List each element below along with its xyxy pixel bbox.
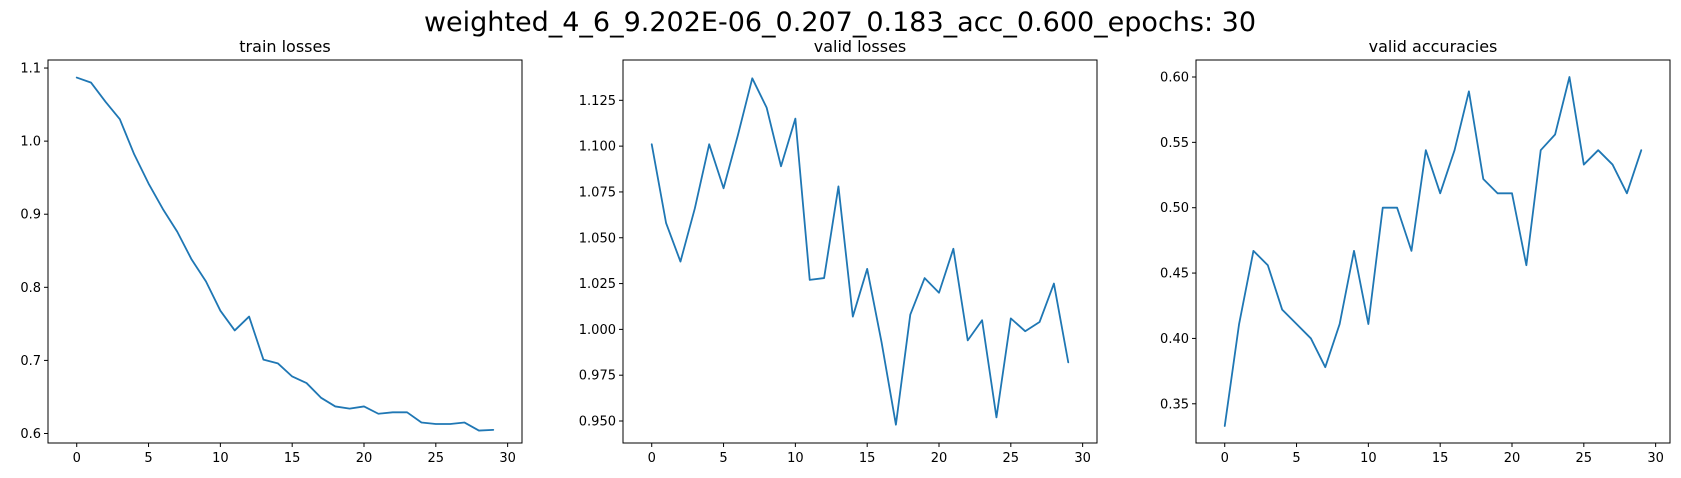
y-tick-label: 1.0	[20, 135, 41, 150]
y-tick-label: 0.60	[1160, 70, 1189, 85]
x-tick-label: 25	[1576, 451, 1593, 466]
series-line	[75, 76, 495, 432]
y-tick-label: 1.000	[579, 323, 616, 338]
x-tick-label: 20	[356, 451, 373, 466]
y-tick-label: 0.7	[20, 354, 41, 369]
x-tick-label: 20	[1504, 451, 1521, 466]
y-tick-label: 1.025	[579, 277, 616, 292]
y-tick-label: 0.975	[579, 369, 616, 384]
x-tick-label: 25	[1003, 451, 1020, 466]
y-tick-label: 0.6	[20, 427, 41, 442]
y-tick-label: 1.075	[579, 185, 616, 200]
plot-frame	[1195, 59, 1671, 444]
plot-title: valid accuracies	[1369, 37, 1498, 56]
plot-frame	[622, 59, 1098, 444]
y-tick-label: 0.9	[20, 208, 41, 223]
y-tick-label: 1.100	[579, 140, 616, 155]
y-tick-label: 0.950	[579, 415, 616, 430]
series-line	[650, 77, 1070, 426]
x-tick-label: 5	[1292, 451, 1300, 466]
x-tick-label: 10	[1360, 451, 1377, 466]
subplot-valid-losses: valid losses 0 5 10 15 20 25 30 0.950 0.975 1.000 1…	[579, 37, 1098, 466]
y-tick-label: 0.55	[1160, 136, 1189, 151]
y-tick-label: 1.050	[579, 231, 616, 246]
x-tick-label: 25	[428, 451, 445, 466]
x-tick-label: 5	[719, 451, 727, 466]
x-tick-label: 0	[648, 451, 656, 466]
y-tick-label: 0.40	[1160, 332, 1189, 347]
x-tick-label: 30	[1074, 451, 1091, 466]
figure-suptitle: weighted_4_6_9.202E-06_0.207_0.183_acc_0…	[424, 7, 1256, 38]
x-tick-label: 15	[1432, 451, 1449, 466]
y-tick-label: 0.50	[1160, 201, 1189, 216]
y-tick-label: 0.45	[1160, 267, 1189, 282]
y-tick-label: 1.125	[579, 94, 616, 109]
series-line	[1223, 76, 1643, 427]
x-tick-label: 20	[931, 451, 948, 466]
x-tick-label: 15	[859, 451, 876, 466]
x-tick-label: 0	[1221, 451, 1229, 466]
x-tick-label: 30	[1647, 451, 1664, 466]
y-tick-label: 1.1	[20, 62, 41, 77]
subplot-train-losses: train losses 0 5 10 15 20 25 30 0.6 0.7 0.8 0.9 1.0 1…	[20, 37, 523, 466]
x-tick-label: 10	[212, 451, 229, 466]
x-tick-label: 10	[787, 451, 804, 466]
x-tick-label: 5	[144, 451, 152, 466]
x-tick-label: 15	[284, 451, 301, 466]
x-tick-label: 30	[499, 451, 516, 466]
subplot-valid-accuracies: valid accuracies 0 5 10 15 20 25 30 0.35 0.40 0.45…	[1160, 37, 1671, 466]
plot-title: valid losses	[814, 37, 907, 56]
plot-frame	[47, 59, 523, 444]
y-tick-label: 0.35	[1160, 397, 1189, 412]
x-tick-label: 0	[73, 451, 81, 466]
y-tick-label: 0.8	[20, 281, 41, 296]
plot-title: train losses	[239, 37, 330, 56]
